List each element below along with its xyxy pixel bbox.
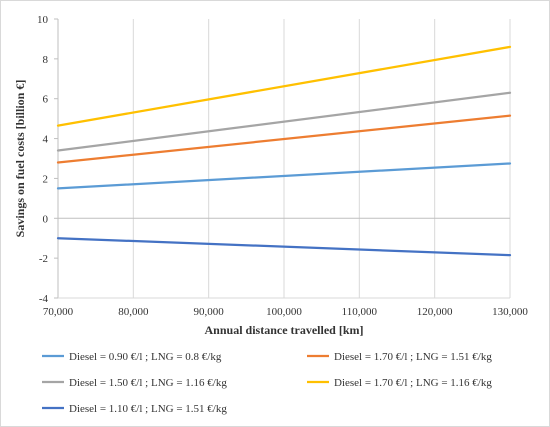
legend-label-4: Diesel = 1.70 €/l ; LNG = 1.16 €/kg	[334, 377, 492, 389]
y-tick-label: 2	[43, 173, 49, 185]
y-axis-title: Savings on fuel costs [billion €]	[13, 80, 27, 238]
legend-label-2: Diesel = 1.70 €/l ; LNG = 1.51 €/kg	[334, 351, 492, 363]
legend-label-5: Diesel = 1.10 €/l ; LNG = 1.51 €/kg	[69, 403, 227, 415]
x-tick-label: 90,000	[194, 306, 225, 318]
x-tick-label: 70,000	[43, 306, 74, 318]
tick-labels: 70,000 80,000 90,000 100,000 110,000 120,000 1…	[37, 14, 528, 318]
y-tick-label: 8	[43, 54, 49, 66]
y-tick-label: -4	[39, 293, 49, 305]
legend-label-3: Diesel = 1.50 €/l ; LNG = 1.16 €/kg	[69, 377, 227, 389]
legend-label-1: Diesel = 0.90 €/l ; LNG = 0.8 €/kg	[69, 351, 222, 363]
x-tick-label: 110,000	[342, 306, 378, 318]
axes	[54, 18, 510, 299]
y-tick-label: 4	[43, 134, 49, 146]
y-tick-label: 6	[43, 94, 49, 106]
series-line-5	[56, 237, 512, 257]
legend: Diesel = 0.90 €/l ; LNG = 0.8 €/kg Diesel…	[42, 351, 492, 415]
series-lines	[56, 45, 512, 257]
x-axis-title: Annual distance travelled [km]	[205, 323, 364, 337]
series-line-2	[56, 114, 512, 164]
series-line-4	[56, 45, 512, 127]
y-tick-label: -2	[39, 253, 48, 265]
series-line-1	[56, 162, 512, 190]
y-tick-label: 10	[37, 14, 49, 26]
x-tick-label: 80,000	[118, 306, 149, 318]
x-tick-label: 100,000	[266, 306, 302, 318]
x-tick-label: 120,000	[417, 306, 453, 318]
series-line-3	[56, 91, 512, 152]
x-tick-label: 130,000	[492, 306, 528, 318]
y-tick-label: 0	[43, 213, 49, 225]
